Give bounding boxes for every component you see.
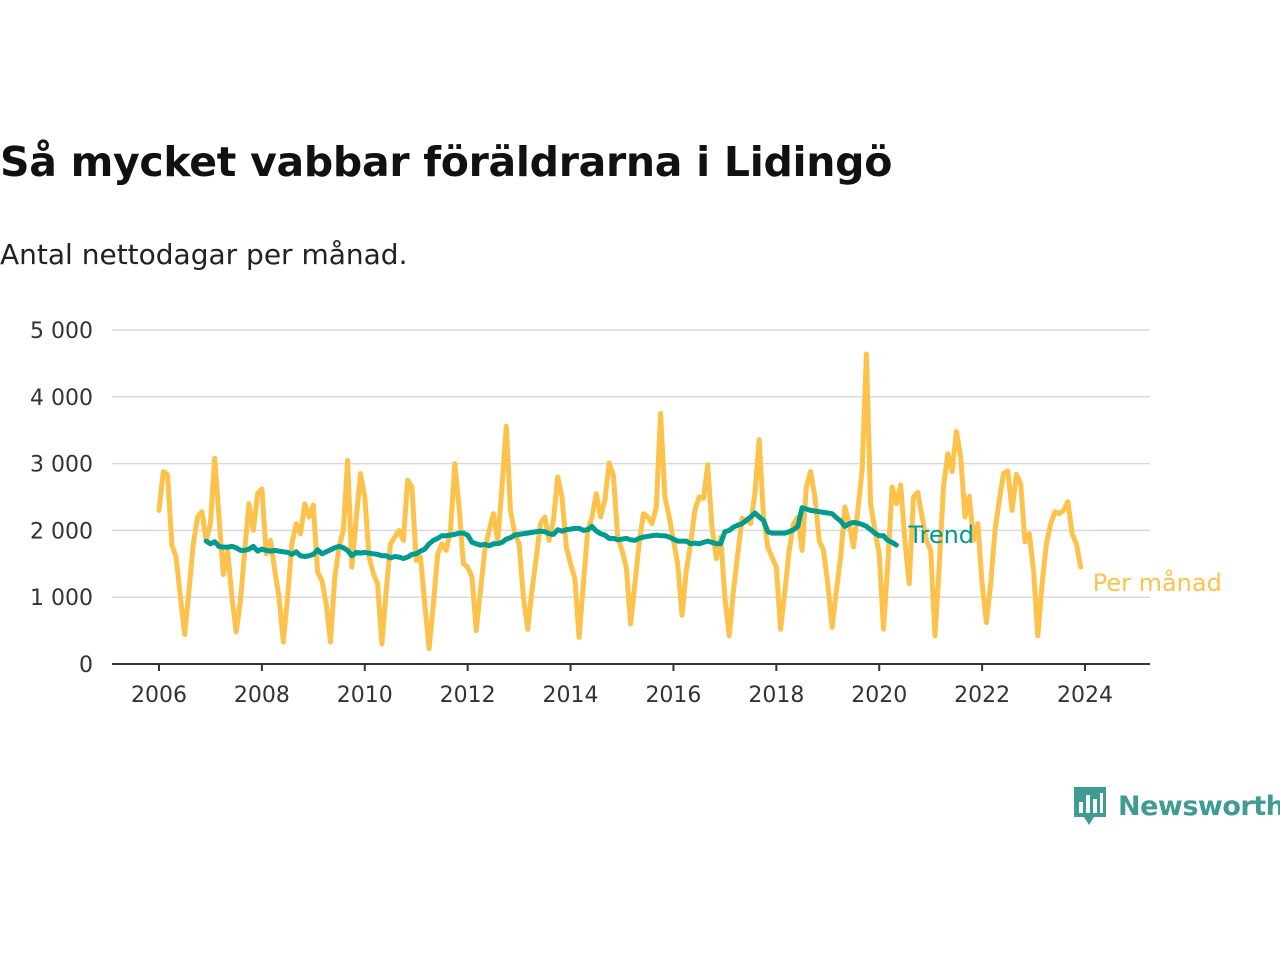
x-tick-label: 2016 [645, 683, 701, 708]
x-tick-label: 2006 [131, 683, 187, 708]
x-tick-label: 2020 [851, 683, 907, 708]
y-tick-label: 5 000 [30, 319, 93, 344]
x-tick-label: 2014 [543, 683, 599, 708]
x-tick-label: 2024 [1057, 683, 1113, 708]
x-tick-label: 2018 [748, 683, 804, 708]
y-tick-label: 2 000 [30, 519, 93, 544]
y-tick-label: 4 000 [30, 386, 93, 411]
chart-subtitle: Antal nettodagar per månad. [0, 238, 408, 271]
x-tick-label: 2012 [440, 683, 496, 708]
x-tick-label: 2008 [234, 683, 290, 708]
brand-name: Newsworthy [1118, 790, 1280, 822]
x-axis-ticks: 2006 2008 2010 2012 2014 2016 2018 2020 2022 2024 [131, 664, 1113, 708]
series-label: Per månad [1093, 568, 1222, 597]
y-axis-ticks: 0 1 000 2 000 3 000 4 000 5 000 [30, 319, 93, 678]
series-lines [156, 351, 1084, 652]
x-tick-label: 2010 [337, 683, 393, 708]
y-tick-label: 0 [79, 653, 93, 678]
series-labels: Per månad Trend [907, 521, 1221, 597]
chart-bars-badge-icon [1074, 787, 1106, 825]
series-line-trend [203, 505, 899, 561]
newsworthy-logo: Newsworthy [1072, 785, 1280, 827]
series-line-per-manad [156, 351, 1084, 652]
y-tick-label: 3 000 [30, 453, 93, 478]
chart-title: Så mycket vabbar föräldrarna i Lidingö [0, 138, 893, 186]
x-tick-label: 2022 [954, 683, 1010, 708]
series-label: Trend [907, 521, 974, 549]
y-tick-label: 1 000 [30, 586, 93, 611]
